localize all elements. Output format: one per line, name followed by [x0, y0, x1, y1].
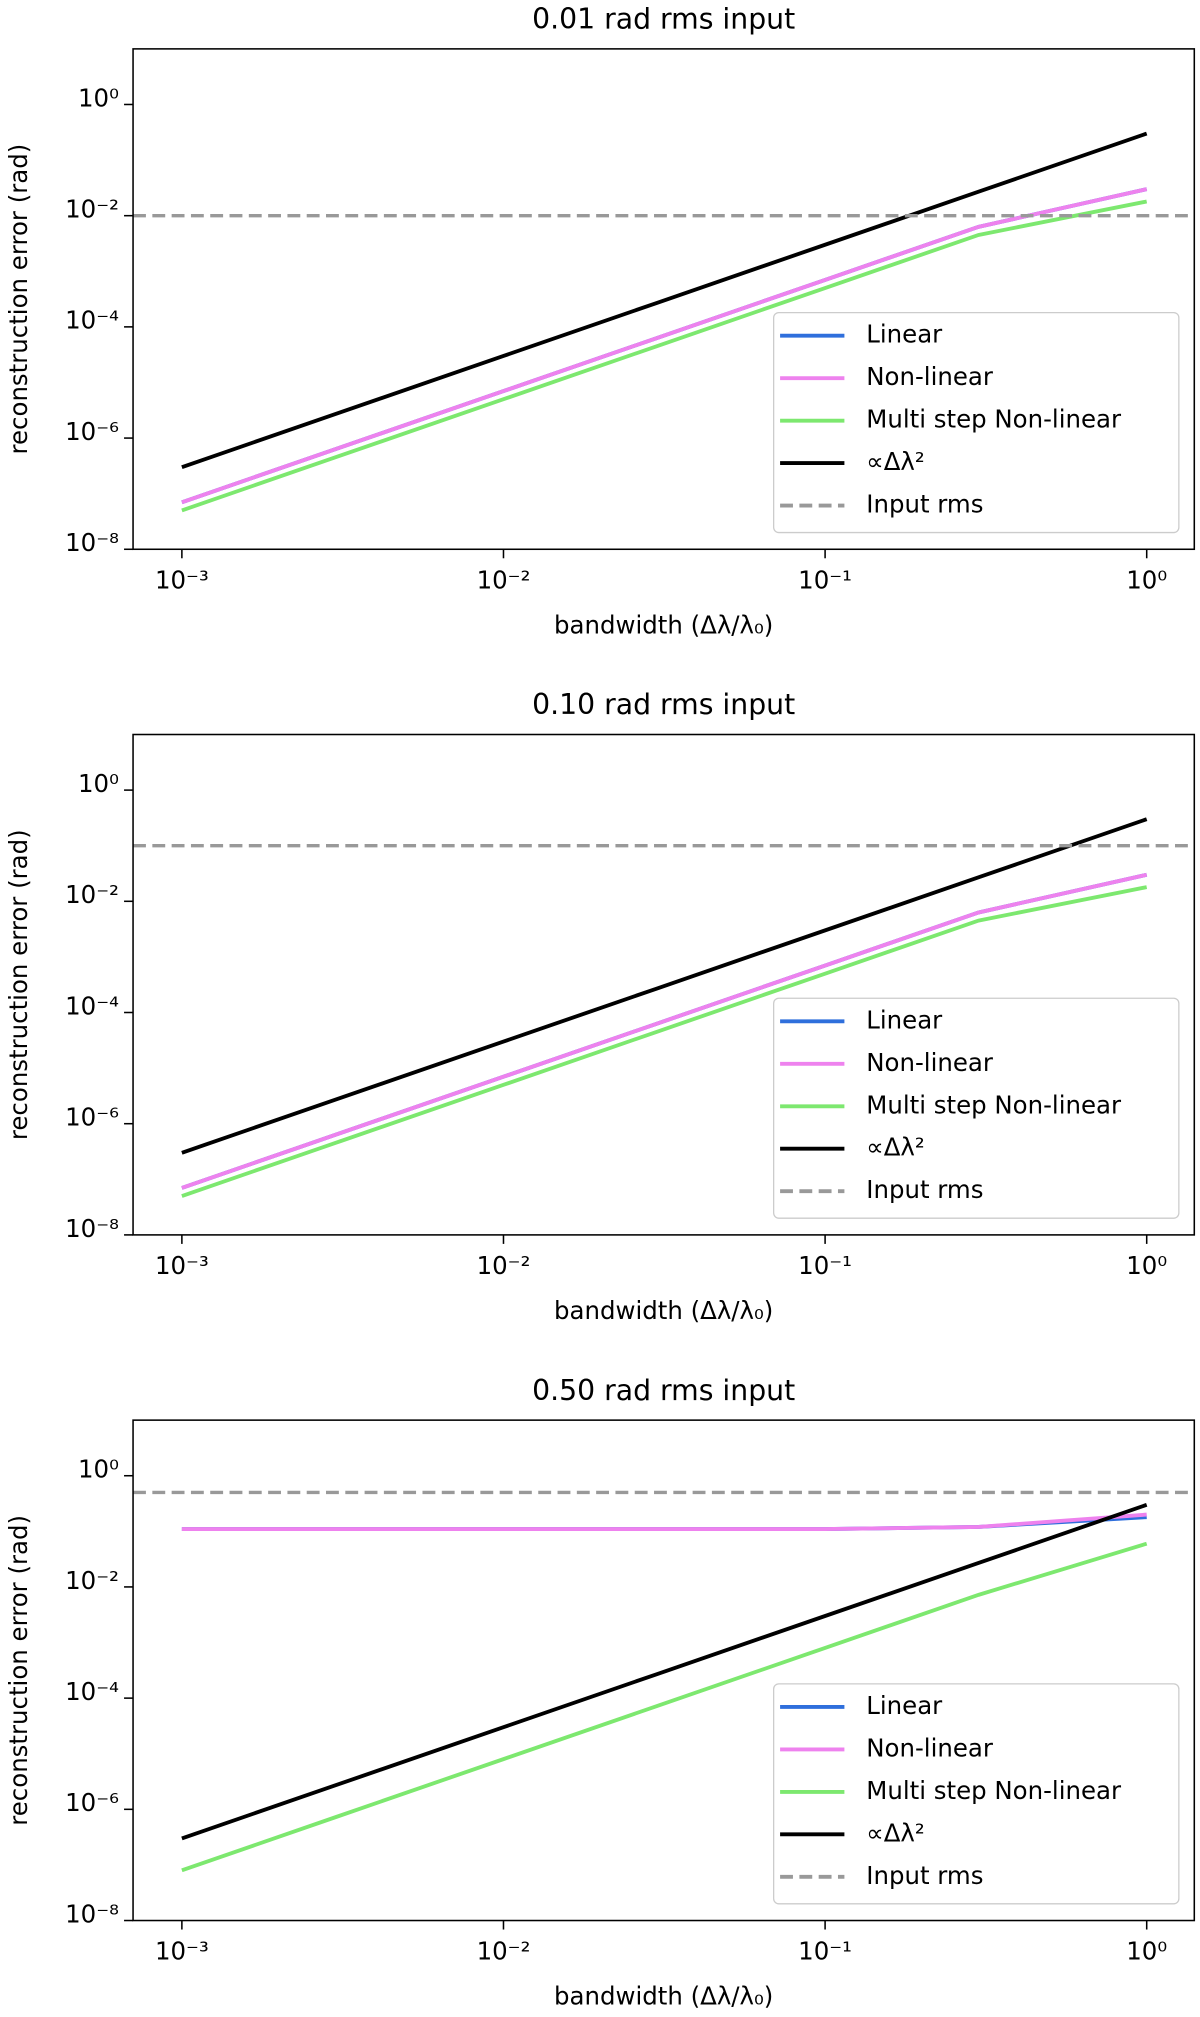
- y-tick-label: 10⁻⁸: [65, 1214, 119, 1243]
- legend-box: [773, 997, 1180, 1219]
- legend-box: [773, 1683, 1180, 1905]
- y-tick-label: 10⁻⁴: [65, 991, 119, 1020]
- x-tick-label: 10⁻¹: [798, 1937, 852, 1966]
- y-tick-label: 10⁻⁶: [65, 417, 119, 446]
- legend-label: Multi step Non-linear: [866, 405, 1122, 434]
- legend-label: Multi step Non-linear: [866, 1776, 1122, 1805]
- legend-label: Multi step Non-linear: [866, 1090, 1122, 1119]
- x-tick-label: 10⁰: [1126, 565, 1167, 594]
- series-line: [181, 199, 1148, 513]
- axes-frame: [132, 1419, 1196, 1922]
- legend-label: Linear: [866, 1691, 943, 1720]
- x-axis-label: bandwidth (Δλ/λ₀): [554, 610, 773, 639]
- series-line: [181, 1502, 1148, 1841]
- x-tick-label: 10⁻²: [477, 1937, 531, 1966]
- legend-label: Non-linear: [866, 1048, 994, 1077]
- legend-label: ∝Δλ²: [866, 1133, 924, 1162]
- y-tick-label: 10⁰: [78, 83, 119, 112]
- legend-label: ∝Δλ²: [866, 447, 924, 476]
- y-tick-label: 10⁻²: [65, 880, 119, 909]
- x-tick-label: 10⁻³: [155, 1937, 209, 1966]
- series-line: [181, 1541, 1148, 1873]
- y-tick-label: 10⁻⁴: [65, 306, 119, 335]
- y-tick-label: 10⁰: [78, 769, 119, 798]
- x-tick-label: 10⁰: [1126, 1937, 1167, 1966]
- series-line: [181, 817, 1148, 1155]
- x-tick-label: 10⁻²: [477, 565, 531, 594]
- legend-box: [773, 311, 1180, 534]
- x-tick-label: 10⁻¹: [798, 1251, 852, 1280]
- legend-label: Linear: [866, 320, 943, 349]
- series-line: [181, 1512, 1147, 1531]
- y-tick-label: 10⁰: [78, 1455, 119, 1484]
- legend-label: Linear: [866, 1005, 943, 1034]
- y-tick-label: 10⁻²: [65, 1566, 119, 1595]
- x-axis-label: bandwidth (Δλ/λ₀): [554, 1982, 773, 2011]
- x-tick-label: 10⁻³: [155, 565, 209, 594]
- x-axis-label: bandwidth (Δλ/λ₀): [554, 1296, 773, 1325]
- series-line: [181, 187, 1148, 505]
- y-tick-label: 10⁻⁴: [65, 1677, 119, 1706]
- chart-title: 0.01 rad rms input: [532, 3, 795, 36]
- axes-frame: [132, 733, 1196, 1236]
- legend-label: Input rms: [866, 490, 983, 519]
- y-axis-label: reconstruction error (rad): [4, 144, 33, 455]
- series-line: [181, 131, 1148, 469]
- y-axis-label: reconstruction error (rad): [4, 829, 33, 1140]
- chart-title: 0.50 rad rms input: [532, 1374, 795, 1407]
- x-tick-label: 10⁰: [1126, 1251, 1167, 1280]
- y-tick-label: 10⁻⁸: [65, 528, 119, 557]
- y-tick-label: 10⁻⁸: [65, 1899, 119, 1928]
- y-tick-label: 10⁻²: [65, 195, 119, 224]
- x-tick-label: 10⁻³: [155, 1251, 209, 1280]
- series-line: [181, 872, 1148, 1190]
- x-tick-label: 10⁻¹: [798, 565, 852, 594]
- y-tick-label: 10⁻⁶: [65, 1103, 119, 1132]
- legend-label: Non-linear: [866, 362, 994, 391]
- legend-label: Input rms: [866, 1175, 983, 1204]
- chart-title: 0.10 rad rms input: [532, 688, 795, 721]
- legend-label: ∝Δλ²: [866, 1818, 924, 1847]
- series-line: [181, 885, 1148, 1198]
- axes-frame: [132, 48, 1196, 551]
- y-axis-label: reconstruction error (rad): [4, 1515, 33, 1826]
- y-tick-label: 10⁻⁶: [65, 1788, 119, 1817]
- x-tick-label: 10⁻²: [477, 1251, 531, 1280]
- legend-label: Input rms: [866, 1861, 983, 1890]
- legend-label: Non-linear: [866, 1733, 994, 1762]
